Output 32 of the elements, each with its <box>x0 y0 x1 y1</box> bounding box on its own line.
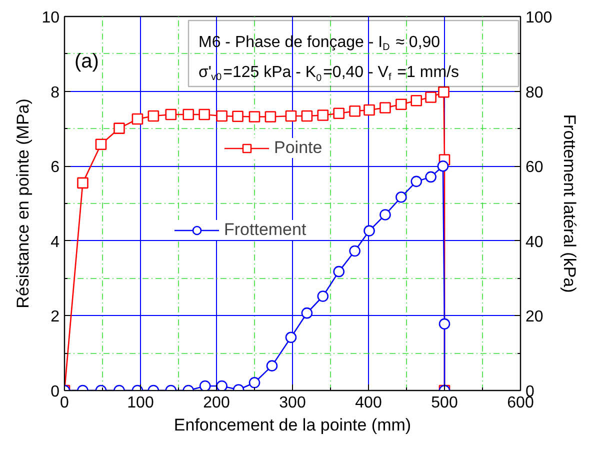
y2-tick-label: 40 <box>526 234 544 251</box>
x-tick-label: 100 <box>127 394 154 412</box>
legend-label: Frottement <box>224 220 306 240</box>
y-tick-label: 0 <box>50 384 60 400</box>
point <box>333 266 345 278</box>
y-axis-title: Résistance en pointe (MPa) <box>14 98 33 308</box>
y2-tick-label: 100 <box>526 10 552 26</box>
y-tick-label: 4 <box>50 234 60 251</box>
point <box>425 171 436 183</box>
x-tick-label: 200 <box>203 394 230 412</box>
y-tick-label: 2 <box>50 308 60 326</box>
point <box>364 225 375 236</box>
y2-tick-label: 60 <box>526 159 544 176</box>
point <box>301 307 313 319</box>
x-tick-label: 300 <box>279 394 306 412</box>
point <box>396 192 407 203</box>
legend-label: Pointe <box>274 138 322 158</box>
y2-tick-label: 20 <box>526 308 544 326</box>
point <box>380 209 391 220</box>
y-tick-label: 8 <box>50 84 60 102</box>
y-tick-label: 10 <box>42 10 60 26</box>
point <box>317 290 329 302</box>
x-tick-label: 400 <box>355 394 382 412</box>
point <box>349 245 360 257</box>
annotation: (a) <box>74 50 99 72</box>
x-tick-label: 500 <box>431 394 458 412</box>
y2-axis-title: Frottement latéral (kPa) <box>560 114 580 293</box>
y2-tick-label: 80 <box>526 84 544 102</box>
x-axis-title: Enfoncement de la pointe (mm) <box>174 416 412 434</box>
y-tick-label: 6 <box>50 159 60 176</box>
point <box>437 160 449 172</box>
point <box>410 176 422 188</box>
